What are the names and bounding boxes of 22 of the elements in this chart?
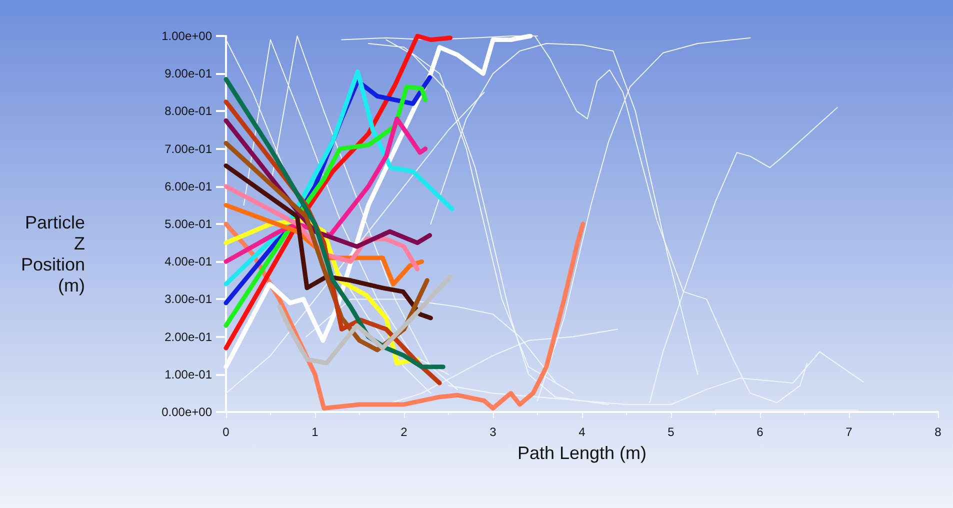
y-tick-label: 7.00e-01: [164, 142, 212, 156]
y-tick-label: 1.00e-01: [164, 367, 212, 382]
y-tick-label: 8.00e-01: [164, 104, 212, 118]
x-tick-label: 4: [578, 425, 586, 439]
y-tick-label: 2.00e-01: [164, 330, 212, 344]
y-tick-label: 9.00e-01: [164, 66, 212, 81]
x-tick-label: 8: [934, 425, 942, 439]
x-tick-label: 5: [668, 425, 675, 439]
y-tick-label: 5.00e-01: [164, 217, 212, 231]
y-tick-label: 4.00e-01: [164, 254, 212, 269]
x-tick-label: 6: [756, 425, 764, 439]
x-axis-title: Path Length (m): [517, 443, 647, 463]
y-tick-label: 6.00e-01: [164, 179, 212, 194]
x-tick-label: 7: [846, 425, 853, 439]
x-tick-label: 2: [400, 425, 408, 439]
y-tick-label: 3.00e-01: [164, 292, 212, 306]
y-tick-label: 1.00e+00: [162, 29, 212, 43]
x-tick-label: 0: [222, 425, 230, 439]
y-axis-title: Particle Z Position (m): [20, 212, 85, 296]
y-tick-label: 0.00e+00: [162, 405, 212, 419]
x-tick-label: 3: [490, 425, 497, 439]
x-tick-label: 1: [312, 425, 319, 439]
